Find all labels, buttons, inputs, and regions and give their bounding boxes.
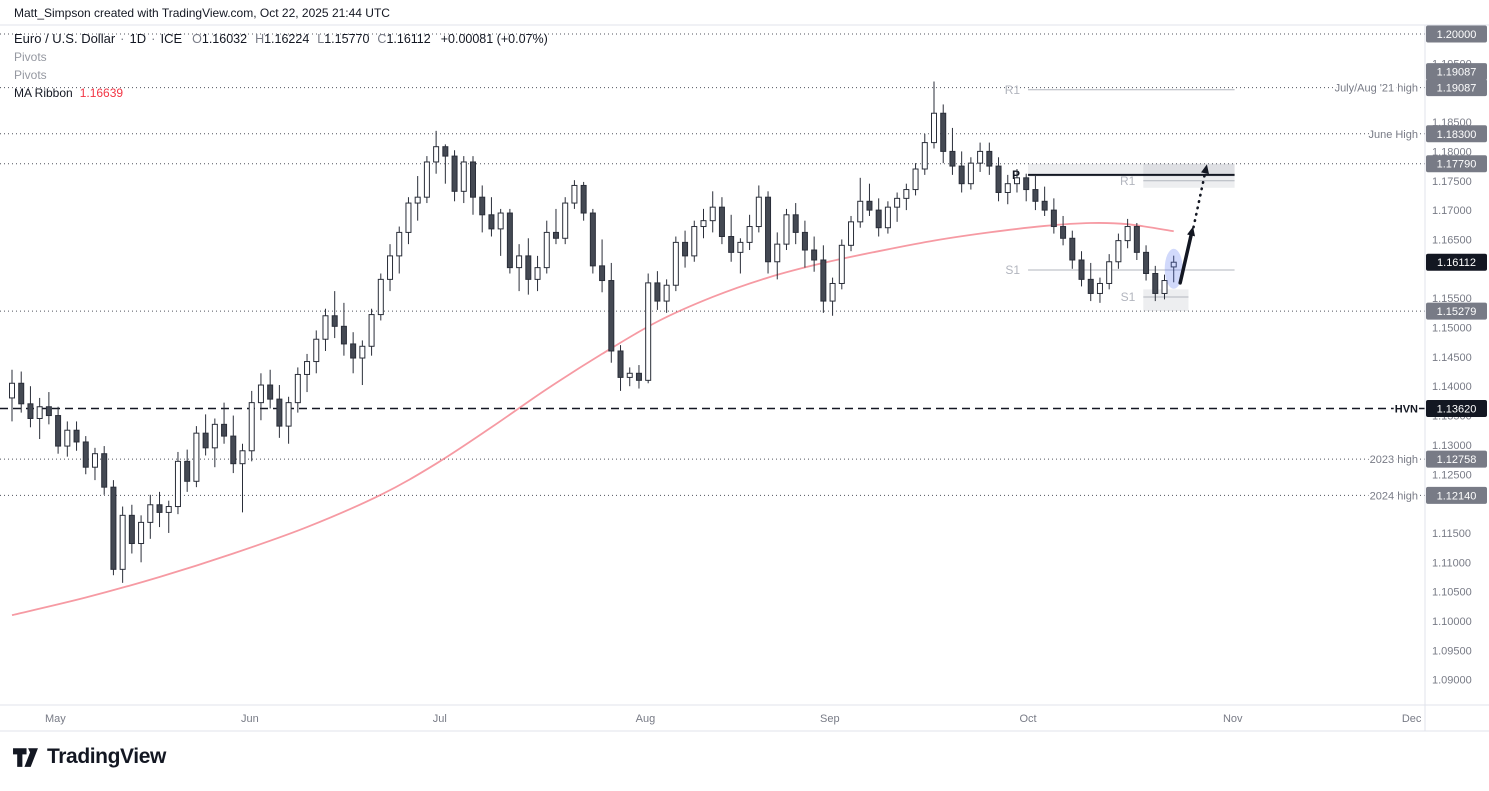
month-tick: Aug <box>636 713 656 725</box>
chart-legend: Euro / U.S. Dollar · 1D · ICE O1.16032 H1.1622… <box>14 31 548 101</box>
footer: TradingView <box>12 743 166 770</box>
price-chart[interactable]: July/Aug '21 high June High HVN 2023 high 20… <box>0 0 1489 740</box>
ohlc-low-value: 1.15770 <box>324 32 370 46</box>
change-value: +0.00081 (+0.07%) <box>440 32 548 46</box>
interval-value[interactable]: 1D <box>129 31 147 46</box>
price-badge-text: 1.17790 <box>1437 159 1477 171</box>
month-tick: Sep <box>820 713 840 725</box>
tradingview-logo-icon[interactable] <box>12 743 39 770</box>
price-tick: 1.11000 <box>1432 557 1471 569</box>
price-badge <box>1426 125 1487 143</box>
price-badge <box>1426 302 1487 320</box>
price-badge-text: 1.20000 <box>1437 29 1477 41</box>
pivot-lines: R1 P S1 R1 S1 <box>1005 83 1235 304</box>
price-badge-text: 1.18300 <box>1437 129 1477 141</box>
trend-arrows <box>1178 164 1209 285</box>
price-tick: 1.10000 <box>1432 616 1472 628</box>
price-badge-text: 1.16112 <box>1437 257 1476 269</box>
price-badge <box>1426 486 1487 504</box>
price-badge <box>1426 400 1487 418</box>
indicator-row-pivots-2[interactable]: Pivots <box>14 68 47 82</box>
symbol-name[interactable]: Euro / U.S. Dollar <box>14 31 116 46</box>
time-axis[interactable]: May Jun Jul Aug Sep Oct Nov Dec <box>0 704 1489 732</box>
candles-layer <box>9 81 1177 583</box>
ohlc-values: O1.16032 H1.16224 L1.15770 C1.16112 +0.00081… <box>192 32 548 46</box>
ma-ribbon-value: 1.16639 <box>79 86 124 100</box>
price-badge-text: 1.12140 <box>1437 490 1477 502</box>
ohlc-high-value: 1.16224 <box>264 32 310 46</box>
ma-ribbon-line <box>11 221 1174 617</box>
price-tick: 1.10500 <box>1432 587 1472 599</box>
ma-ribbon-label: MA Ribbon <box>14 86 73 100</box>
month-tick: May <box>45 713 66 725</box>
indicator-row-pivots-1[interactable]: Pivots <box>14 50 47 64</box>
price-badge-text: 1.19087 <box>1437 83 1477 95</box>
pivot-label: S1 <box>1121 290 1136 304</box>
price-tick: 1.09000 <box>1432 675 1472 687</box>
price-badge-text: 1.13620 <box>1437 404 1477 416</box>
price-badge-text: 1.15279 <box>1437 306 1477 318</box>
price-badge <box>1426 253 1487 271</box>
trend-arrow-dotted <box>1190 168 1207 235</box>
price-tick: 1.13000 <box>1432 440 1472 452</box>
ohlc-open-value: 1.16032 <box>201 32 248 46</box>
ohlc-low-label: L <box>317 32 325 46</box>
symbol-row[interactable]: Euro / U.S. Dollar · 1D · ICE O1.16032 H1.1622… <box>14 31 548 47</box>
attribution-text: Matt_Simpson created with TradingView.co… <box>14 6 390 20</box>
price-badge-text: 1.19087 <box>1437 67 1477 79</box>
price-tick: 1.09500 <box>1432 645 1472 657</box>
highlight-ellipse <box>1164 248 1183 289</box>
exchange-name: ICE <box>160 31 183 46</box>
price-badge <box>1426 450 1487 468</box>
price-badge <box>1426 63 1487 81</box>
pivot-label: R1 <box>1005 83 1021 97</box>
ohlc-high-label: H <box>255 32 265 46</box>
month-tick: Jun <box>241 713 259 725</box>
ohlc-open-label: O <box>192 32 202 46</box>
price-tick: 1.14000 <box>1432 381 1472 393</box>
price-tick: 1.12500 <box>1432 469 1472 481</box>
price-tick: 1.17500 <box>1432 176 1472 188</box>
month-tick: Nov <box>1223 713 1243 725</box>
price-tick: 1.14500 <box>1432 352 1472 364</box>
price-tick: 1.11500 <box>1432 528 1471 540</box>
trend-arrow-solid <box>1178 230 1194 285</box>
level-label: HVN <box>1395 404 1418 416</box>
ohlc-close-value: 1.16112 <box>386 32 431 46</box>
price-tick: 1.17000 <box>1432 205 1472 217</box>
price-tick: 1.16500 <box>1432 234 1472 246</box>
level-label: June High <box>1368 129 1418 141</box>
price-axis[interactable]: 1.195001.185001.180001.175001.170001.165… <box>1424 25 1487 731</box>
ohlc-close-label: C <box>377 32 387 46</box>
level-label: 2024 high <box>1370 490 1418 502</box>
level-label: July/Aug '21 high <box>1335 83 1418 95</box>
price-badge <box>1426 79 1487 97</box>
tradingview-logo-text[interactable]: TradingView <box>47 744 166 768</box>
pivot-label: P <box>1012 168 1020 182</box>
month-tick: Dec <box>1402 713 1422 725</box>
price-badge <box>1426 25 1487 43</box>
pivot-label: R1 <box>1120 174 1136 188</box>
indicator-row-ma-ribbon[interactable]: MA Ribbon 1.16639 <box>14 86 548 101</box>
level-label: 2023 high <box>1370 454 1418 466</box>
month-tick: Oct <box>1019 713 1036 725</box>
pivot-label: S1 <box>1005 263 1020 277</box>
price-tick: 1.15500 <box>1432 293 1472 305</box>
price-tick: 1.15000 <box>1432 323 1472 335</box>
price-badge-text: 1.12758 <box>1437 454 1477 466</box>
level-lines: July/Aug '21 high June High HVN 2023 high 20… <box>0 33 1425 504</box>
price-badge <box>1426 155 1487 173</box>
separator-dot: · <box>151 31 156 46</box>
separator-dot: · <box>120 31 125 46</box>
month-tick: Jul <box>433 713 447 725</box>
